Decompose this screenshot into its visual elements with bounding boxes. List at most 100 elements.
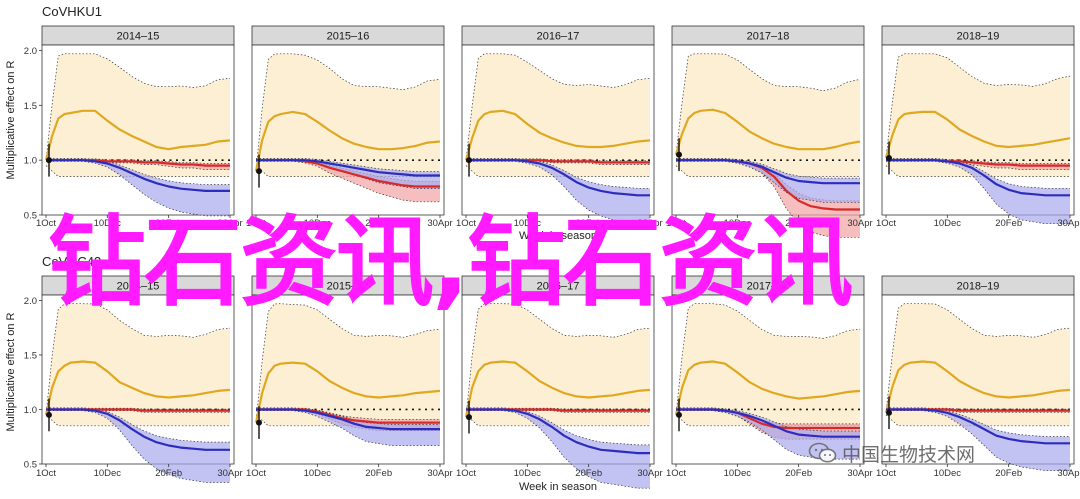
x-axis-title: Week in season bbox=[519, 230, 597, 242]
blue-ci-lower bbox=[886, 160, 1070, 225]
gold-series-line bbox=[44, 360, 231, 416]
initial-point bbox=[256, 419, 262, 426]
initial-point bbox=[466, 157, 472, 164]
gold-ci-upper bbox=[885, 53, 1071, 159]
red-ci-band bbox=[46, 158, 230, 170]
x-tick-label: 10Dec bbox=[94, 218, 122, 229]
gold-ci-upper bbox=[255, 303, 441, 423]
y-tick-label: 2.0 bbox=[24, 296, 37, 307]
x-tick-label: 1Oct bbox=[36, 468, 56, 479]
blue-ci-band bbox=[886, 158, 1070, 224]
gold-ci-lower bbox=[885, 165, 1070, 177]
initial-point bbox=[886, 409, 892, 416]
x-tick-label: 30Apr bbox=[847, 218, 872, 229]
x-tick-label: 1Oct bbox=[876, 218, 896, 229]
blue-series-line bbox=[46, 408, 230, 451]
gold-ci-lower bbox=[885, 414, 1070, 427]
gold-series-line bbox=[884, 360, 1071, 414]
gold-ci-upper bbox=[45, 303, 231, 415]
blue-ci-lower bbox=[886, 410, 1070, 472]
gold-ci-upper bbox=[255, 53, 441, 172]
y-tick-label: 2.0 bbox=[24, 46, 37, 57]
x-tick-label: 20Feb bbox=[995, 468, 1022, 479]
blue-series-line bbox=[886, 408, 1070, 445]
watermark-label: 中国生物技术网 bbox=[842, 443, 976, 466]
x-tick-label: 20Feb bbox=[155, 218, 182, 229]
blue-series-line bbox=[46, 159, 230, 192]
facet-panel: 2016–17 1Oct 10Dec 20Feb 30Apr bbox=[456, 25, 663, 229]
facet-label: 2016–17 bbox=[537, 281, 580, 293]
gold-series-line bbox=[884, 110, 1071, 159]
x-tick-label: 30Apr bbox=[217, 468, 242, 479]
x-tick-label: 1Oct bbox=[666, 468, 686, 479]
initial-point bbox=[466, 414, 472, 421]
gold-ci-lower bbox=[45, 414, 230, 427]
publisher-watermark: 中国生物技术网 bbox=[808, 441, 976, 466]
gold-ci-band bbox=[676, 303, 860, 426]
gold-ci-lower bbox=[465, 165, 650, 177]
x-axis-title: Week in season bbox=[519, 481, 597, 493]
gold-series-line bbox=[464, 109, 651, 161]
gold-ci-lower bbox=[675, 414, 860, 427]
facet-label: 2018–19 bbox=[957, 281, 1000, 293]
blue-series-line bbox=[676, 408, 860, 438]
facet-label: 2014–15 bbox=[117, 281, 160, 293]
x-tick-label: 10Dec bbox=[724, 468, 752, 479]
gold-ci-lower bbox=[675, 165, 860, 177]
red-ci-band bbox=[886, 158, 1070, 170]
blue-ci-band bbox=[46, 158, 230, 216]
facet-panel: 2018–19 1Oct 10Dec 20Feb 30Apr bbox=[876, 275, 1080, 479]
x-tick-label: 10Dec bbox=[934, 468, 962, 479]
x-tick-label: 10Dec bbox=[304, 468, 332, 479]
x-tick-label: 20Feb bbox=[785, 218, 812, 229]
gold-ci-band bbox=[676, 53, 860, 177]
initial-point bbox=[256, 168, 262, 175]
x-tick-label: 20Feb bbox=[365, 218, 392, 229]
facet-label: 2016–17 bbox=[537, 31, 580, 43]
x-tick-label: 20Feb bbox=[785, 468, 812, 479]
initial-point bbox=[676, 151, 682, 158]
blue-ci-upper bbox=[466, 158, 650, 189]
initial-point bbox=[46, 157, 52, 164]
gold-ci-upper bbox=[465, 53, 651, 161]
x-tick-label: 30Apr bbox=[1057, 468, 1080, 479]
facet-label: 2015–16 bbox=[327, 281, 370, 293]
x-tick-label: 10Dec bbox=[724, 218, 752, 229]
chart-title: CoVOC43 bbox=[42, 254, 101, 269]
y-tick-label: 0.5 bbox=[24, 460, 37, 471]
facet-panel: 2014–15 1Oct 10Dec 20Feb 30Apr bbox=[36, 275, 243, 483]
x-tick-label: 30Apr bbox=[637, 468, 662, 479]
x-tick-label: 30Apr bbox=[847, 468, 872, 479]
facet-panel: 2017–18 1Oct 10Dec 20Feb 30Apr bbox=[666, 25, 873, 238]
facet-label: 2017–18 bbox=[747, 31, 790, 43]
x-tick-label: 30Apr bbox=[637, 218, 662, 229]
y-axis-title: Multiplicative effect on R bbox=[5, 60, 17, 179]
facet-label: 2014–15 bbox=[117, 31, 160, 43]
blue-ci-band bbox=[676, 158, 860, 203]
facet-panel: 2018–19 1Oct 10Dec 20Feb 30Apr bbox=[876, 25, 1080, 229]
blue-series-line bbox=[256, 408, 440, 431]
blue-ci-band bbox=[256, 407, 440, 446]
x-tick-label: 10Dec bbox=[94, 468, 122, 479]
blue-ci-band bbox=[466, 407, 650, 489]
x-tick-label: 30Apr bbox=[217, 218, 242, 229]
blue-series-line bbox=[466, 408, 650, 455]
blue-ci-lower bbox=[466, 160, 650, 225]
blue-ci-lower bbox=[676, 160, 860, 203]
initial-point bbox=[886, 154, 892, 161]
y-tick-label: 1.5 bbox=[24, 350, 37, 361]
x-tick-label: 1Oct bbox=[456, 218, 476, 229]
facet-label: 2017–18 bbox=[747, 281, 790, 293]
gold-ci-lower bbox=[255, 165, 440, 177]
blue-ci-upper bbox=[886, 407, 1070, 437]
blue-ci-lower bbox=[466, 410, 650, 489]
red-ci-lower bbox=[676, 410, 860, 440]
blue-series-line bbox=[886, 159, 1070, 197]
facet-panel: 2016–17 1Oct 10Dec 20Feb 30Apr bbox=[456, 275, 663, 489]
blue-series-line bbox=[466, 159, 650, 197]
gold-ci-band bbox=[256, 53, 440, 177]
x-tick-label: 1Oct bbox=[876, 468, 896, 479]
blue-ci-band bbox=[466, 158, 650, 224]
blue-ci-band bbox=[256, 158, 440, 189]
blue-ci-upper bbox=[676, 407, 860, 432]
